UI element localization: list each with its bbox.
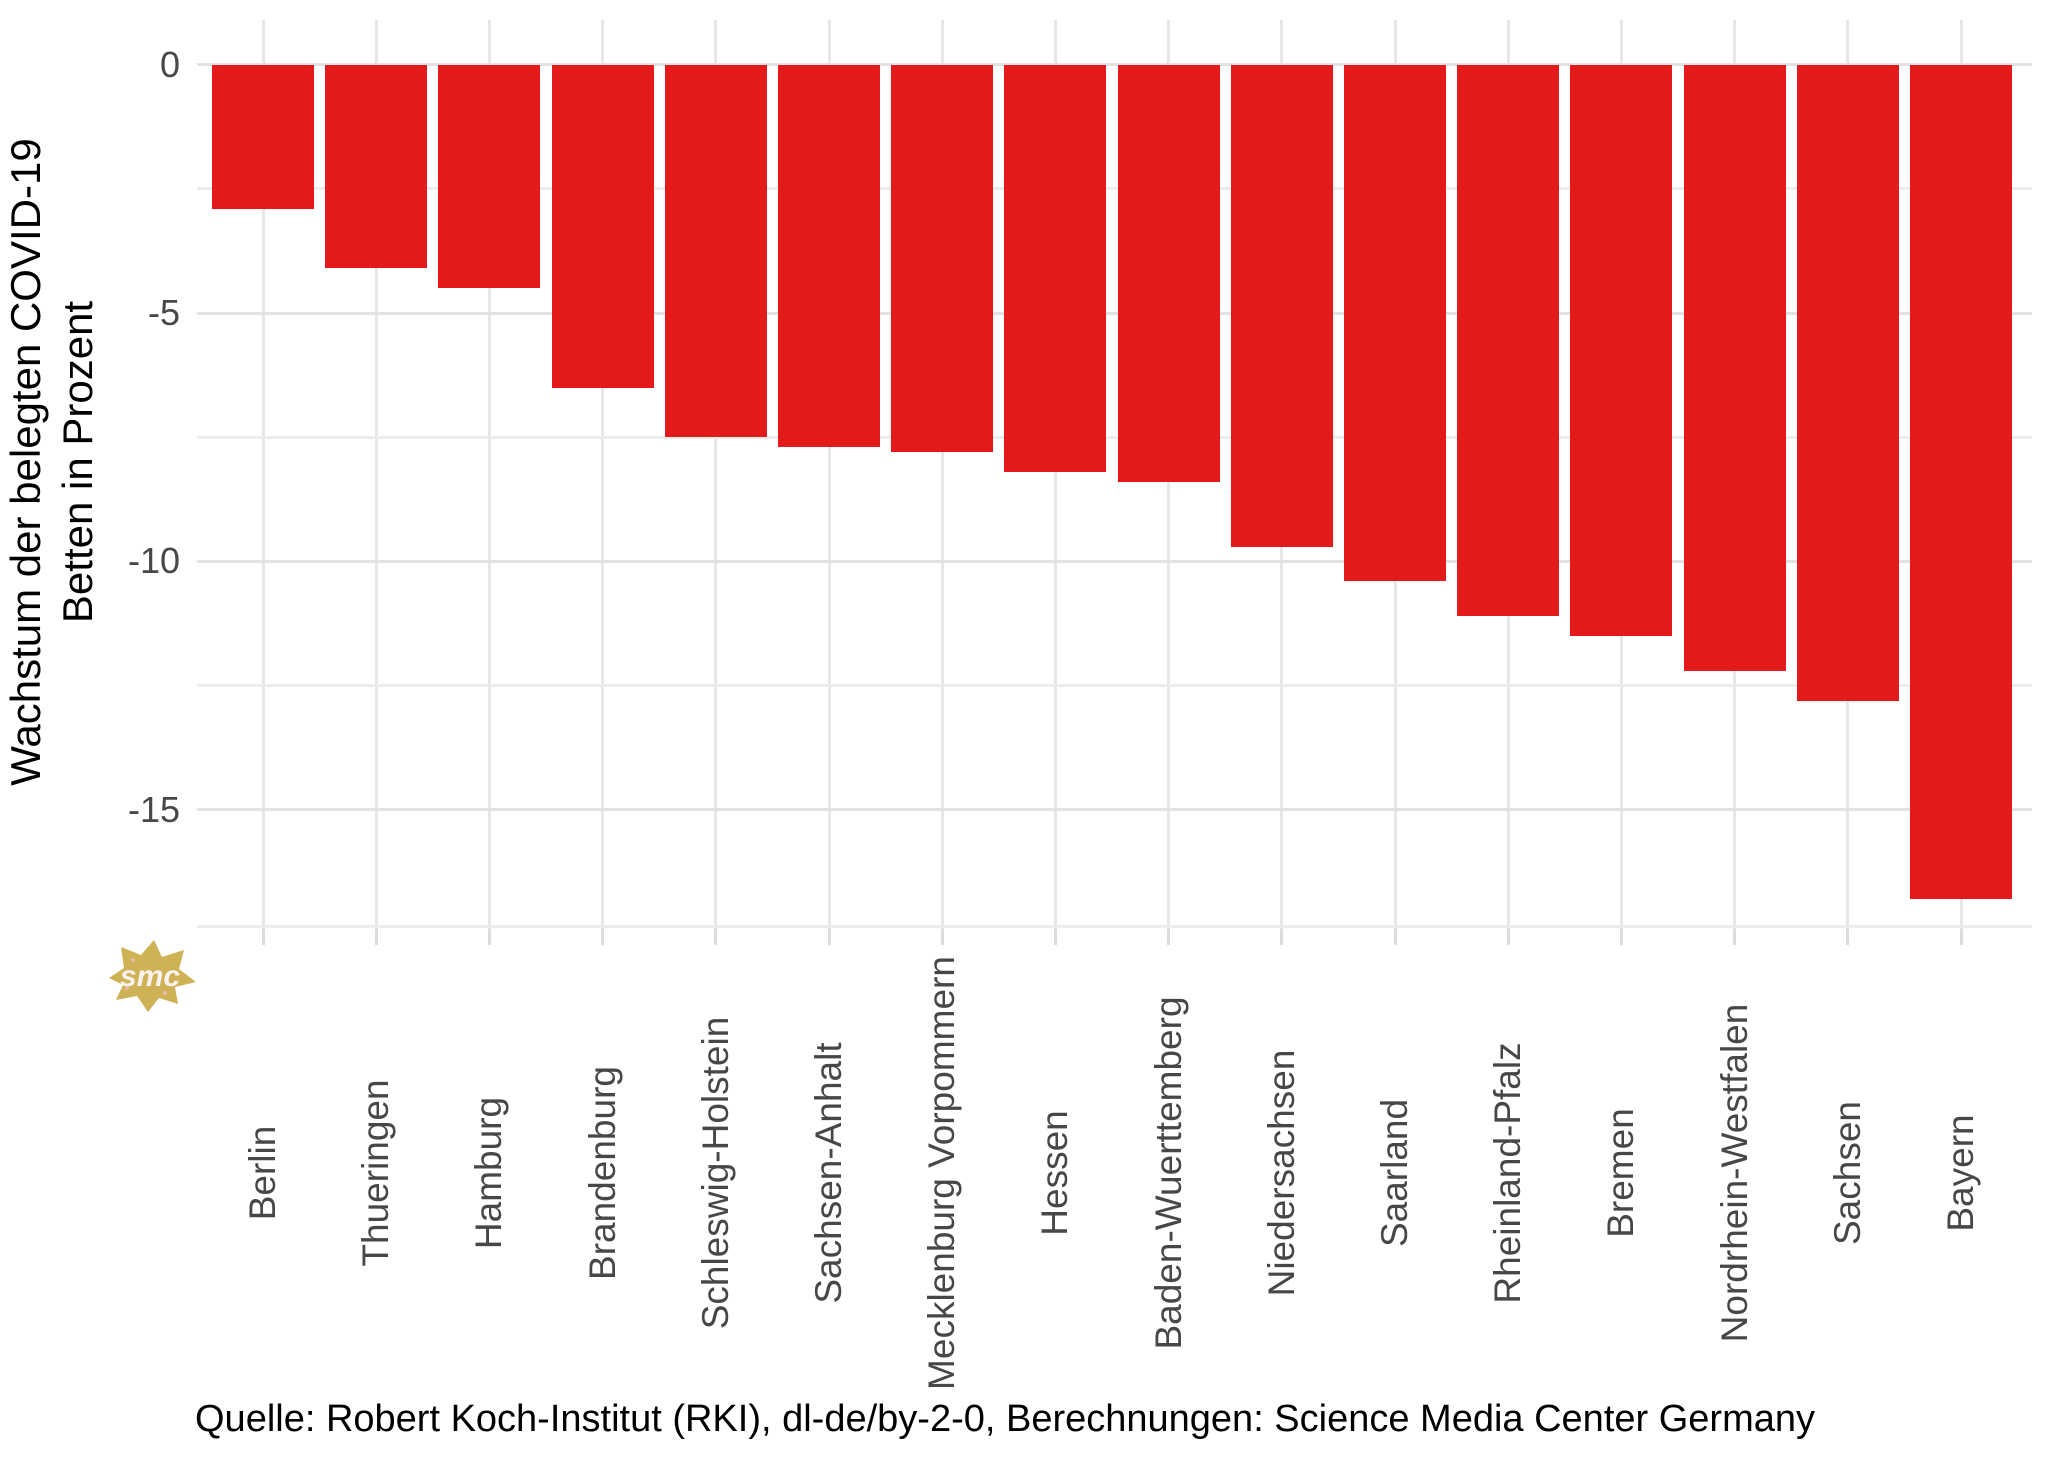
x-category-label: Mecklenburg Vorpommern — [921, 956, 963, 1390]
x-axis-tick — [601, 929, 605, 945]
horizontal-gridline — [197, 187, 2032, 191]
x-axis-tick — [827, 929, 831, 945]
smc-logo-starburst — [109, 940, 196, 1012]
x-category-label: Saarland — [1374, 1098, 1415, 1248]
x-axis-tick — [940, 929, 944, 945]
horizontal-gridline — [197, 311, 2032, 315]
x-category-label: Brandenburg — [581, 1066, 623, 1280]
y-tick-label: -5 — [147, 292, 180, 334]
vertical-gridline — [940, 20, 944, 929]
x-axis-tick — [714, 929, 718, 945]
x-axis-tick — [1393, 929, 1397, 945]
y-axis-title-line1: Wachstum der belegten COVID-19 — [2, 138, 49, 786]
vertical-gridline — [374, 20, 378, 929]
horizontal-gridline — [197, 808, 2032, 812]
horizontal-gridline — [197, 684, 2032, 688]
bar-hamburg — [438, 64, 541, 289]
x-axis-tick — [374, 929, 378, 945]
x-category-label: Schleswig-Holstein — [694, 1016, 736, 1330]
plot-area — [197, 20, 2032, 945]
source-attribution: Quelle: Robert Koch-Institut (RKI), dl-d… — [195, 1398, 1815, 1440]
bar-bayern — [1910, 64, 2012, 900]
vertical-gridline — [827, 20, 831, 929]
bar-nordrhein-westfalen — [1683, 64, 1786, 671]
x-category-label: Thueringen — [355, 1079, 397, 1267]
bar-sachsen — [1796, 64, 1899, 701]
vertical-gridline — [601, 20, 605, 929]
x-category-label: Hamburg — [468, 1096, 510, 1250]
bar-niedersachsen — [1230, 64, 1333, 547]
horizontal-gridline — [197, 435, 2032, 439]
vertical-gridline — [487, 20, 491, 929]
y-tick-label: -15 — [127, 788, 180, 830]
x-axis-tick — [1167, 929, 1171, 945]
x-axis-tick — [1619, 929, 1623, 945]
x-axis-tick — [1053, 929, 1057, 945]
x-category-label: Hessen — [1034, 1110, 1076, 1236]
x-category-label: Sachsen-Anhalt — [808, 1042, 849, 1304]
bar-rheinland-pfalz — [1457, 64, 1560, 617]
horizontal-gridline — [197, 924, 2032, 928]
x-category-label: Berlin — [242, 1125, 283, 1221]
smc-logo-text: smc — [120, 960, 180, 993]
y-axis-title: Wachstum der belegten COVID-19 Betten in… — [0, 138, 104, 785]
bar-thueringen — [325, 64, 428, 269]
vertical-gridline — [714, 20, 718, 929]
y-axis-title-line2: Betten in Prozent — [54, 300, 101, 624]
bar-saarland — [1344, 64, 1446, 582]
bar-schleswig-holstein — [664, 64, 767, 438]
x-category-label: Niedersachsen — [1260, 1049, 1302, 1297]
x-axis-tick — [261, 929, 265, 945]
horizontal-gridline — [197, 559, 2032, 563]
y-tick-label: -10 — [127, 540, 180, 582]
x-axis-tick — [1733, 929, 1737, 945]
bar-berlin — [212, 64, 314, 209]
vertical-gridline — [261, 20, 265, 929]
bar-baden-wuerttemberg — [1117, 64, 1220, 482]
x-axis-tick — [1280, 929, 1284, 945]
x-axis-tick — [1506, 929, 1510, 945]
x-category-label: Nordrhein-Westfalen — [1713, 1003, 1755, 1343]
x-category-label: Bayern — [1940, 1114, 1981, 1232]
x-axis-tick — [1846, 929, 1850, 945]
bar-brandenburg — [551, 64, 654, 388]
smc-logo: smc — [109, 940, 196, 1012]
x-axis-tick — [1959, 929, 1963, 945]
x-category-label: Baden-Wuerttemberg — [1147, 996, 1189, 1350]
y-tick-label: 0 — [159, 43, 180, 85]
bar-hessen — [1004, 64, 1107, 472]
horizontal-gridline — [197, 63, 2032, 67]
x-axis-tick — [487, 929, 491, 945]
x-category-label: Bremen — [1600, 1108, 1642, 1238]
x-category-label: Sachsen — [1826, 1101, 1868, 1245]
x-category-label: Rheinland-Pfalz — [1487, 1042, 1529, 1304]
vertical-gridline — [1053, 20, 1057, 929]
bar-sachsen-anhalt — [778, 64, 880, 448]
bar-bremen — [1570, 64, 1673, 636]
bar-mecklenburg-vorpommern — [891, 64, 994, 453]
